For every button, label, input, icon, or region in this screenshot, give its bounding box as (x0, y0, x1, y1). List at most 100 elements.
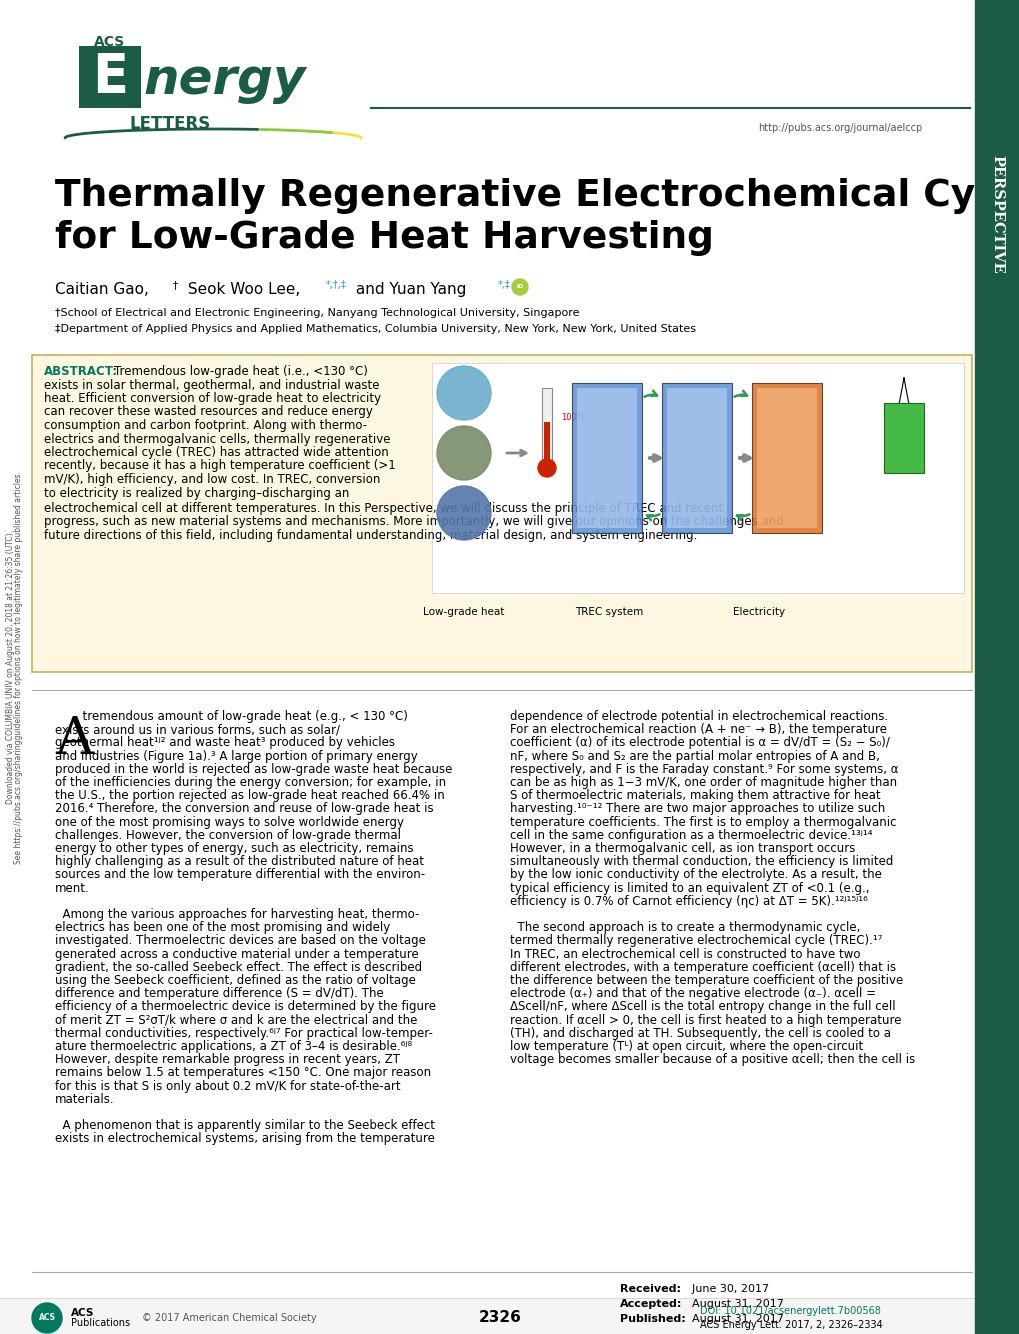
Text: Accepted:: Accepted: (620, 1299, 682, 1309)
Text: In TREC, an electrochemical cell is constructed to have two: In TREC, an electrochemical cell is cons… (510, 947, 860, 960)
Circle shape (32, 1303, 62, 1333)
Text: to electricity is realized by charging–discharging an: to electricity is realized by charging–d… (44, 487, 350, 499)
Text: http://pubs.acs.org/journal/aelccp: http://pubs.acs.org/journal/aelccp (757, 123, 921, 133)
Text: by the low ionic conductivity of the electrolyte. As a result, the: by the low ionic conductivity of the ele… (510, 868, 881, 882)
Text: exists in electrochemical systems, arising from the temperature: exists in electrochemical systems, arisi… (55, 1133, 434, 1146)
Text: A phenomenon that is apparently similar to the Seebeck effect: A phenomenon that is apparently similar … (55, 1119, 434, 1133)
Text: coefficient (α) of its electrode potential is α = dV/dT = (S₂ − S₀)/: coefficient (α) of its electrode potenti… (510, 736, 889, 750)
Bar (666, 388, 727, 528)
Text: cell in the same configuration as a thermoelectric device.¹³ʲ¹⁴: cell in the same configuration as a ther… (510, 828, 871, 842)
Text: August 31, 2017: August 31, 2017 (685, 1299, 784, 1309)
Text: DOI: 10.1021/acsenergylett.7b00568: DOI: 10.1021/acsenergylett.7b00568 (699, 1306, 880, 1317)
Text: and Yuan Yang: and Yuan Yang (351, 281, 466, 297)
Circle shape (436, 366, 490, 420)
Text: Publications: Publications (71, 1318, 130, 1329)
Text: †School of Electrical and Electronic Engineering, Nanyang Technological Universi: †School of Electrical and Electronic Eng… (55, 308, 579, 317)
Text: tremendous amount of low-grade heat (e.g., < 130 °C): tremendous amount of low-grade heat (e.g… (75, 710, 408, 723)
Text: recently, because it has a high temperature coefficient (>1: recently, because it has a high temperat… (44, 459, 395, 472)
Text: materials.: materials. (55, 1093, 114, 1106)
Text: The second approach is to create a thermodynamic cycle,: The second approach is to create a therm… (510, 922, 860, 934)
Text: ABSTRACT:: ABSTRACT: (44, 366, 118, 378)
Text: remains below 1.5 at temperatures <150 °C. One major reason: remains below 1.5 at temperatures <150 °… (55, 1066, 431, 1079)
Text: ΔScell/nF, where ΔScell is the total entropy change in the full cell: ΔScell/nF, where ΔScell is the total ent… (510, 1000, 895, 1014)
Text: electrochemical cycle (TREC) has attracted wide attention: electrochemical cycle (TREC) has attract… (44, 446, 388, 459)
Text: TREC system: TREC system (575, 607, 643, 618)
Text: © 2017 American Chemical Society: © 2017 American Chemical Society (142, 1313, 316, 1323)
Text: See https://pubs.acs.org/sharingguidelines for options on how to legitimately sh: See https://pubs.acs.org/sharingguidelin… (14, 471, 23, 863)
Text: iD: iD (516, 284, 523, 289)
Text: However, in a thermogalvanic cell, as ion transport occurs: However, in a thermogalvanic cell, as io… (510, 842, 855, 855)
Text: future directions of this field, including fundamental understanding, material d: future directions of this field, includi… (44, 530, 697, 542)
Text: 100°C: 100°C (560, 414, 586, 423)
FancyBboxPatch shape (32, 355, 971, 672)
Text: Tremendous low-grade heat (i.e., <130 °C): Tremendous low-grade heat (i.e., <130 °C… (114, 366, 368, 378)
Circle shape (436, 426, 490, 480)
Text: of merit ZT = S²σT/k where σ and k are the electrical and the: of merit ZT = S²σT/k where σ and k are t… (55, 1014, 417, 1027)
Text: generated across a conductive material under a temperature: generated across a conductive material u… (55, 947, 419, 960)
Text: *,‡: *,‡ (497, 280, 511, 289)
Text: electrode (α₊) and that of the negative electrode (α₋). αcell =: electrode (α₊) and that of the negative … (510, 987, 875, 1000)
Text: reaction. If αcell > 0, the cell is first heated to a high temperature: reaction. If αcell > 0, the cell is firs… (510, 1014, 901, 1027)
Text: electrics has been one of the most promising and widely: electrics has been one of the most promi… (55, 922, 390, 934)
Text: one of the most promising ways to solve worldwide energy: one of the most promising ways to solve … (55, 815, 404, 828)
Text: simultaneously with thermal conduction, the efficiency is limited: simultaneously with thermal conduction, … (510, 855, 893, 868)
Text: mV/K), high efficiency, and low cost. In TREC, conversion: mV/K), high efficiency, and low cost. In… (44, 474, 380, 486)
Text: Electricity: Electricity (733, 607, 785, 618)
Text: ACS: ACS (95, 35, 125, 49)
Text: the U.S., the portion rejected as low-grade heat reached 66.4% in: the U.S., the portion rejected as low-gr… (55, 790, 444, 802)
Text: thermal conductivities, respectively.⁶ʲ⁷ For practical low-temper-: thermal conductivities, respectively.⁶ʲ⁷… (55, 1027, 432, 1039)
Text: efficiency of a thermoelectric device is determined by the figure: efficiency of a thermoelectric device is… (55, 1000, 435, 1014)
Text: and industries (Figure 1a).³ A large portion of primary energy: and industries (Figure 1a).³ A large por… (55, 750, 418, 763)
Text: voltage becomes smaller because of a positive αcell; then the cell is: voltage becomes smaller because of a pos… (510, 1054, 914, 1066)
Text: investigated. Thermoelectric devices are based on the voltage: investigated. Thermoelectric devices are… (55, 934, 426, 947)
Text: efficiency is 0.7% of Carnot efficiency (ηᴄ) at ΔT = 5K).¹²ʲ¹⁵ʲ¹⁶: efficiency is 0.7% of Carnot efficiency … (510, 895, 867, 908)
Text: †: † (173, 280, 178, 289)
Text: dependence of electrode potential in electrochemical reactions.: dependence of electrode potential in ele… (510, 710, 888, 723)
Text: exists in solar thermal, geothermal, and industrial waste: exists in solar thermal, geothermal, and… (44, 379, 379, 391)
Text: heat. Efficient conversion of low-grade heat to electricity: heat. Efficient conversion of low-grade … (44, 392, 381, 406)
Text: Published:: Published: (620, 1314, 685, 1325)
Text: nF, where S₀ and S₂ are the partial molar entropies of A and B,: nF, where S₀ and S₂ are the partial mola… (510, 750, 879, 763)
Text: using the Seebeck coefficient, defined as the ratio of voltage: using the Seebeck coefficient, defined a… (55, 974, 416, 987)
Bar (0, 1298, 1019, 1334)
Text: PERSPECTIVE: PERSPECTIVE (989, 155, 1003, 273)
Text: for this is that S is only about 0.2 mV/K for state-of-the-art: for this is that S is only about 0.2 mV/… (55, 1079, 400, 1093)
Text: difference and temperature difference (S = dV/dT). The: difference and temperature difference (S… (55, 987, 383, 1000)
Text: for Low-Grade Heat Harvesting: for Low-Grade Heat Harvesting (55, 220, 713, 256)
Text: harvesting.¹⁰⁻¹² There are two major approaches to utilize such: harvesting.¹⁰⁻¹² There are two major app… (510, 802, 884, 815)
Text: Among the various approaches for harvesting heat, thermo-: Among the various approaches for harvest… (55, 908, 419, 920)
Bar (756, 388, 816, 528)
Text: Caitian Gao,: Caitian Gao, (55, 281, 149, 297)
Text: Thermally Regenerative Electrochemical Cycle: Thermally Regenerative Electrochemical C… (55, 177, 1019, 213)
Text: ment.: ment. (55, 882, 90, 895)
Bar (541, 388, 551, 474)
Text: respectively, and F is the Faraday constant.⁹ For some systems, α: respectively, and F is the Faraday const… (510, 763, 898, 776)
Text: electrics and thermogalvanic cells, thermally regenerative: electrics and thermogalvanic cells, ther… (44, 432, 390, 446)
Bar (572, 383, 641, 534)
Text: termed thermally regenerative electrochemical cycle (TREC).¹⁷: termed thermally regenerative electroche… (510, 934, 881, 947)
Text: gradient, the so-called Seebeck effect. The effect is described: gradient, the so-called Seebeck effect. … (55, 960, 422, 974)
Bar (432, 363, 963, 594)
Text: exists around us in various forms, such as solar/: exists around us in various forms, such … (55, 723, 339, 736)
Text: nergy: nergy (143, 56, 306, 104)
Text: A: A (55, 714, 93, 764)
Text: ACS: ACS (71, 1309, 95, 1318)
Text: electrochemical cell at different temperatures. In this Perspective, we will dis: electrochemical cell at different temper… (44, 502, 722, 515)
Circle shape (436, 486, 490, 540)
Text: geothermal heat¹ʲ² and waste heat³ produced by vehicles: geothermal heat¹ʲ² and waste heat³ produ… (55, 736, 394, 750)
Text: challenges. However, the conversion of low-grade thermal: challenges. However, the conversion of l… (55, 828, 400, 842)
Text: progress, such as new material systems and mechanisms. More importantly, we will: progress, such as new material systems a… (44, 515, 783, 528)
Bar (78, 45, 141, 108)
Text: LETTERS: LETTERS (129, 115, 210, 133)
Bar (543, 422, 549, 474)
Text: However, despite remarkable progress in recent years, ZT: However, despite remarkable progress in … (55, 1054, 399, 1066)
Text: Downloaded via COLUMBIA UNIV on August 20, 2018 at 21:26:35 (UTC).: Downloaded via COLUMBIA UNIV on August 2… (6, 530, 15, 804)
Text: sources and the low temperature differential with the environ-: sources and the low temperature differen… (55, 868, 425, 882)
Text: E: E (92, 51, 127, 103)
Text: highly challenging as a result of the distributed nature of heat: highly challenging as a result of the di… (55, 855, 424, 868)
Text: low temperature (Tᴸ) at open circuit, where the open-circuit: low temperature (Tᴸ) at open circuit, wh… (510, 1041, 862, 1053)
Bar (974, 0, 1019, 1334)
Text: 2016.⁴ Therefore, the conversion and reuse of low-grade heat is: 2016.⁴ Therefore, the conversion and reu… (55, 802, 433, 815)
Text: (TΗ), and discharged at TΗ. Subsequently, the cell is cooled to a: (TΗ), and discharged at TΗ. Subsequently… (510, 1027, 891, 1039)
Text: June 30, 2017: June 30, 2017 (685, 1285, 768, 1294)
